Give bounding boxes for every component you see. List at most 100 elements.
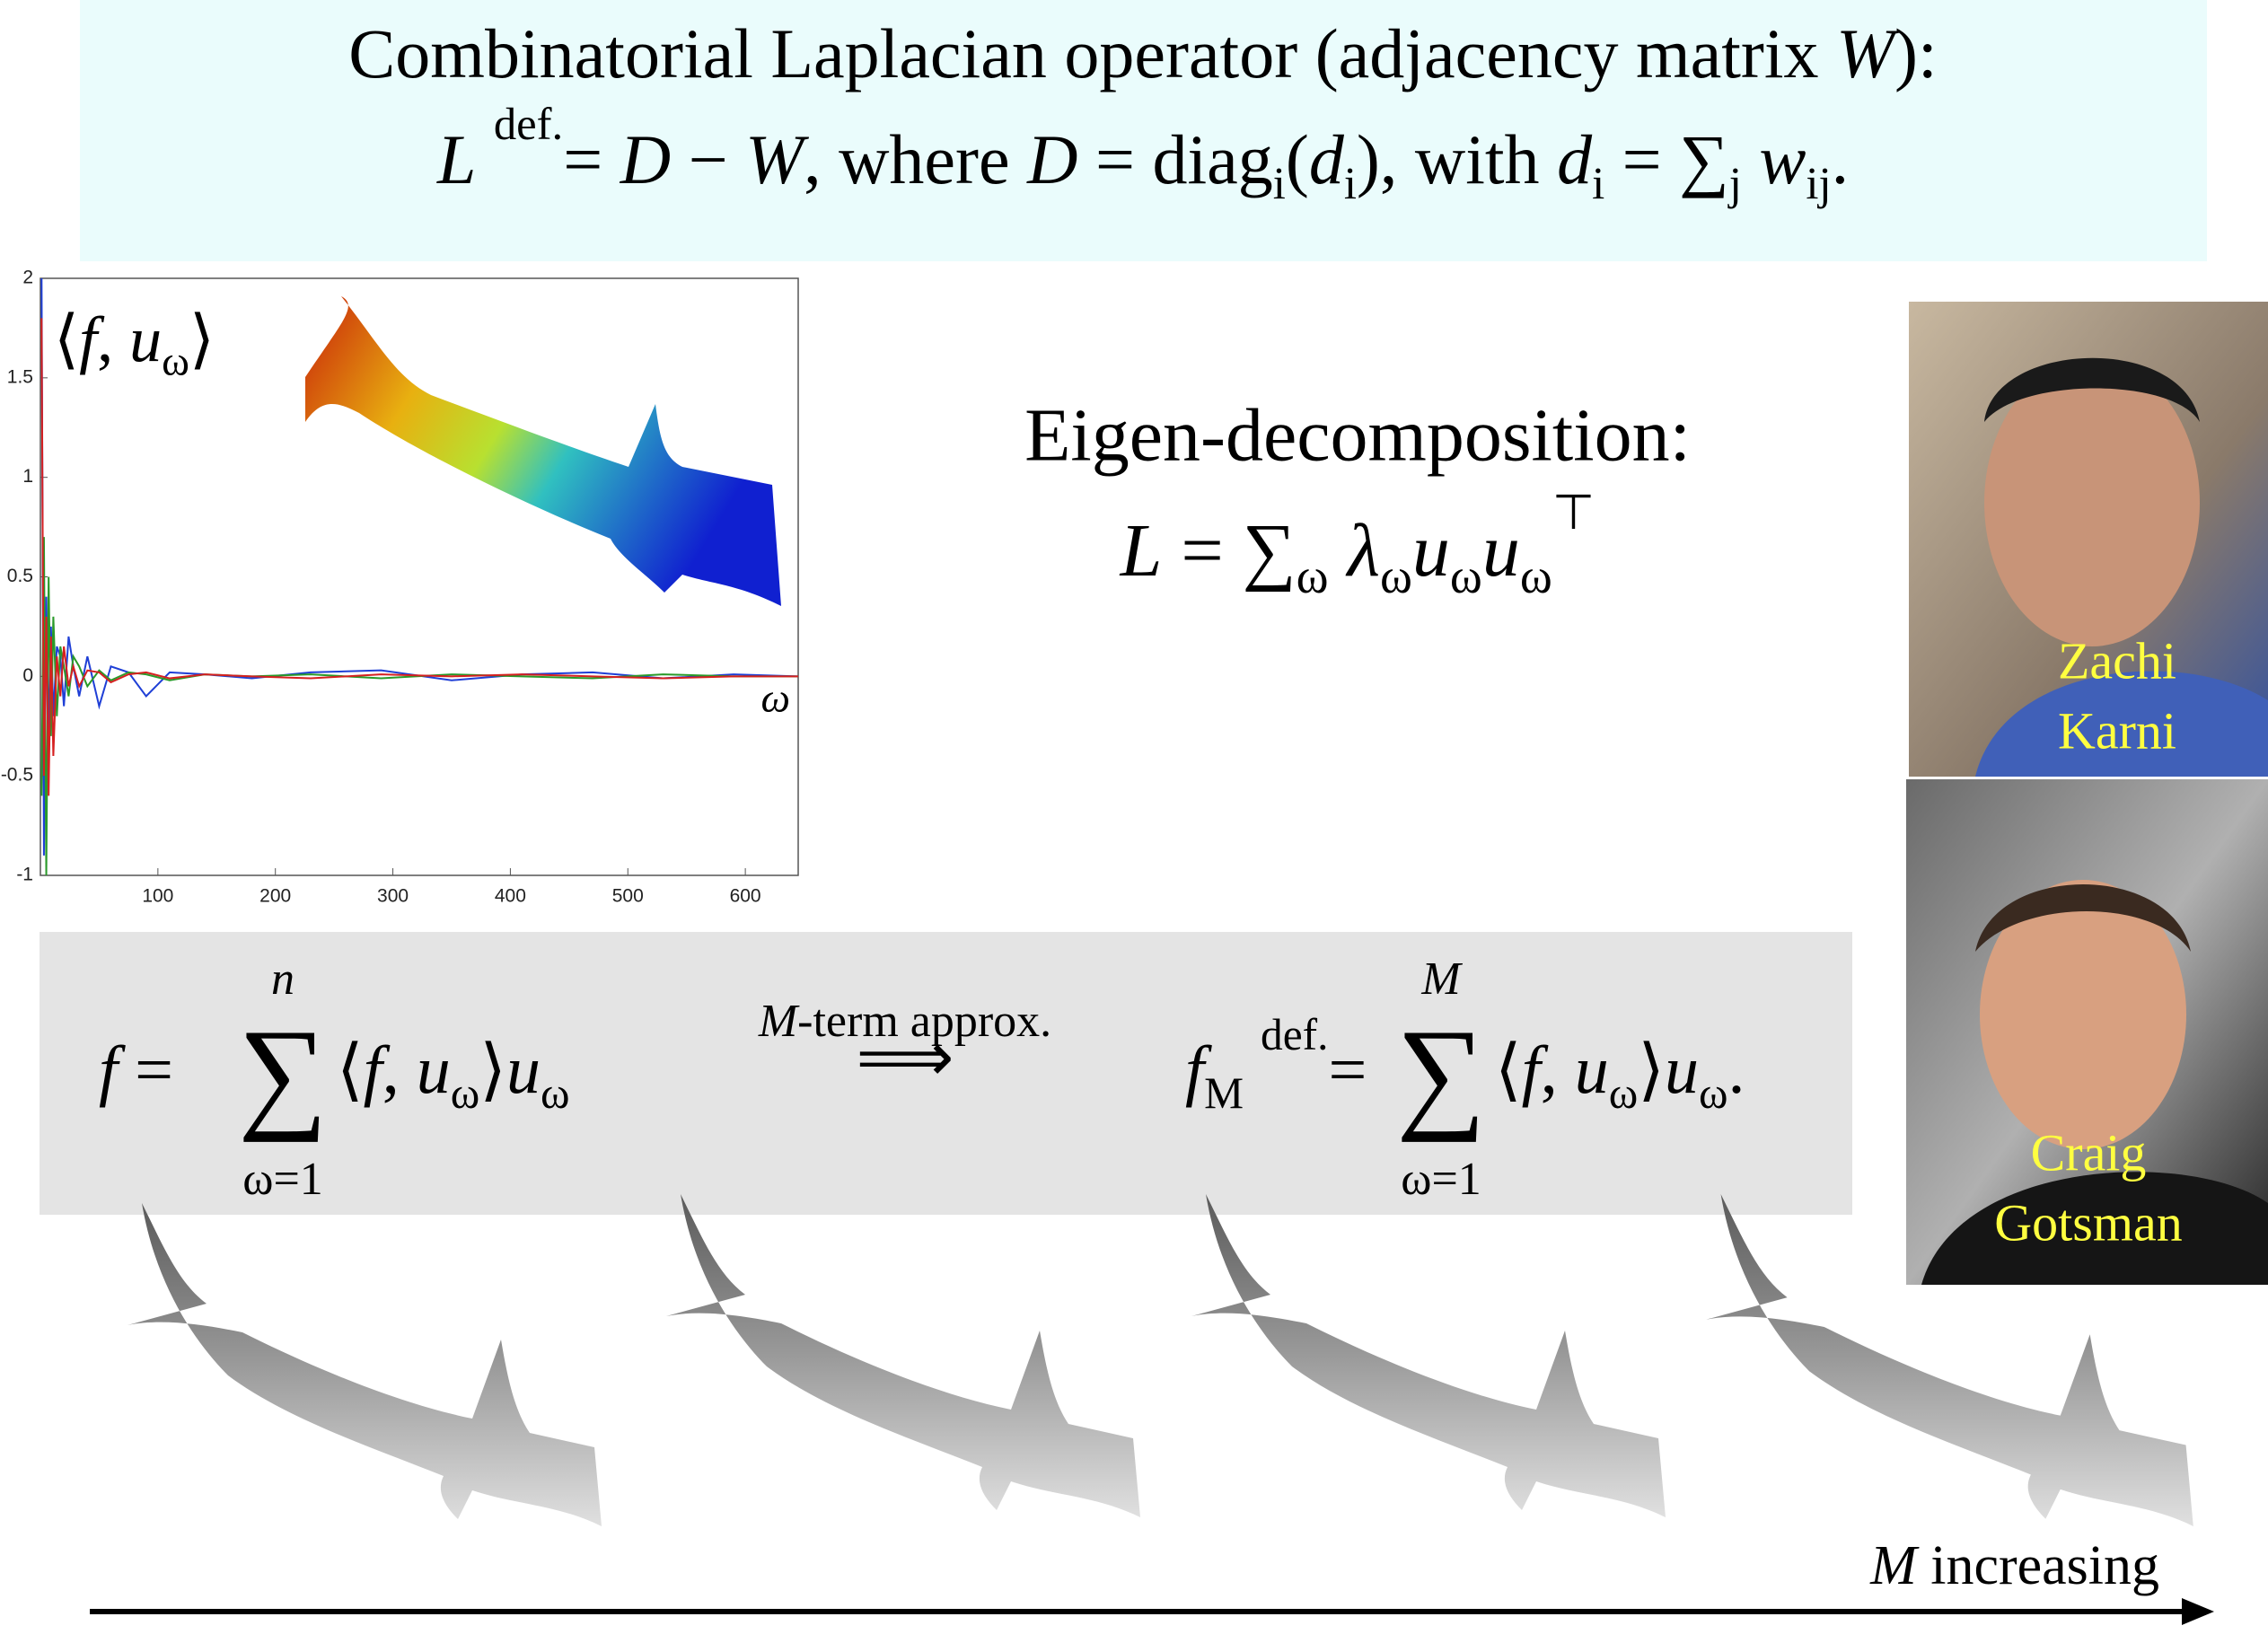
formula-part: u [1482,509,1520,593]
formula-lhs: f = [99,1032,173,1108]
formula-part: d [1557,120,1593,198]
formula-part: u [129,303,162,375]
formula-part: ): [1894,14,1938,92]
eigen-title: Eigen-decomposition: [1024,393,1691,477]
x-tick-label: 400 [495,886,526,907]
formula-part: M [1204,1068,1244,1118]
formula-part: ⟩ [189,303,215,375]
formula-part: ), with [1357,120,1557,198]
formula-part: W [1836,14,1900,92]
formula-part: -term approx. [797,996,1051,1047]
approx-box [40,932,1852,1215]
formula-part: . [1727,1032,1745,1108]
formula-part: ⟨ [54,303,79,375]
formula-part: L [436,120,476,198]
formula-part: u [1665,1032,1699,1108]
formula-part: D [620,120,671,198]
formula-part: ω [162,338,189,384]
formula-part [1742,120,1760,198]
person-name: Craig [2031,1123,2147,1182]
photo: Zachi Karni [1909,302,2268,777]
sum-sign: ∑ [1396,1004,1486,1143]
footer-label: M increasing [1869,1535,2159,1596]
person-name: Zachi [2058,631,2176,690]
y-tick-label: 1.5 [7,366,33,387]
formula-part: def. [494,99,563,149]
sum-lower: ω=1 [1401,1154,1481,1205]
formula-part: , where [804,120,1027,198]
spectrum-line [40,318,798,796]
formula-part: = diag [1077,120,1272,198]
formula-part: u [1575,1032,1609,1108]
formula-part: D [1026,120,1077,198]
formula-part: ⟩ [1638,1032,1665,1108]
formula-part: ij [1806,158,1831,208]
eigen-formula: L = ∑ω λωuωuω⊤ [1120,484,1596,602]
formula-part: L [1120,509,1163,593]
formula-part: ( [1286,120,1309,198]
formula-part: ω [1380,549,1412,603]
formula-part: ω [1699,1068,1728,1118]
sum-upper: M [1420,953,1463,1005]
x-tick-label: 300 [377,886,409,907]
formula-part: = [1328,1032,1367,1108]
formula-part: ω [1297,549,1329,603]
header-formula: L def.= D − W, where D = diagi(di), with… [436,99,1849,208]
formula-part: def. [1261,1011,1328,1060]
formula-part: = ∑ [1604,120,1729,198]
x-tick-label: 200 [259,886,291,907]
arrow-head [2182,1598,2214,1625]
formula-part: M [758,996,800,1047]
x-axis-label: ω [761,675,790,721]
formula-part: , [97,303,129,375]
arrow-label: M-term approx. [758,996,1051,1047]
approx-formulas: f = ∑nω=1⟨f, uω⟩uω fM def.= ∑Mω=1⟨f, uω⟩uω.… [99,953,1745,1205]
formula-part: w [1759,120,1806,198]
plot-label: ⟨f, uω⟩ [54,303,215,385]
formula-part: W [745,120,809,198]
formula-part: ω [451,1068,480,1118]
x-tick-label: 600 [730,886,761,907]
sum-sign: ∑ [238,1004,328,1143]
formula-part [1329,509,1348,593]
formula-part: − [671,120,745,198]
y-tick-label: 1 [22,466,33,487]
spectrum-plot: 100 200 300 400 500 600 -1 -0.5 0 0.5 1 1.5 2 ⟨f, uω⟩… [1,268,799,907]
formula-part: ⟨ [337,1032,364,1108]
person-name: Gotsman [1994,1193,2182,1252]
formula-part: = ∑ [1162,509,1296,593]
formula-part: = [118,1032,173,1108]
y-tick-label: 2 [22,268,33,288]
header-box [80,0,2207,261]
formula-part: ⟨ [1495,1032,1522,1108]
formula-part [1244,1032,1261,1108]
colored-shark [305,296,781,606]
formula-part: u [1412,509,1450,593]
formula-part: i [1592,158,1604,208]
formula-part: u [417,1032,451,1108]
formula-part: u [506,1032,541,1108]
x-tick-label: 500 [612,886,644,907]
formula-part: ω [541,1068,570,1118]
formula-part: increasing [1917,1535,2159,1596]
formula-part: i [1273,158,1286,208]
sum-upper: n [271,953,294,1005]
formula-part: j [1727,158,1742,208]
formula-part: ω [1450,549,1482,603]
formula-body: ⟨f, uω⟩uω. [1495,1032,1745,1118]
formula-part: , [1541,1032,1575,1108]
formula-body: ⟨f, uω⟩uω [337,1032,569,1118]
formula-part: , [382,1032,417,1108]
arrow-symbol: ⟹ [857,1020,954,1095]
y-tick-label: -0.5 [1,765,33,786]
sum-lower: ω=1 [242,1154,323,1205]
photo: Craig Gotsman [1906,779,2268,1285]
y-tick-label: 0.5 [7,566,33,586]
formula-part: ω [1609,1068,1639,1118]
formula-part: ω [1520,549,1552,603]
formula-lhs: fM def.= [1185,1011,1367,1119]
header-line: Combinatorial Laplacian operator (adjace… [348,14,1937,92]
formula-part: Combinatorial Laplacian operator (adjace… [348,14,1836,92]
y-tick-label: 0 [22,665,33,686]
